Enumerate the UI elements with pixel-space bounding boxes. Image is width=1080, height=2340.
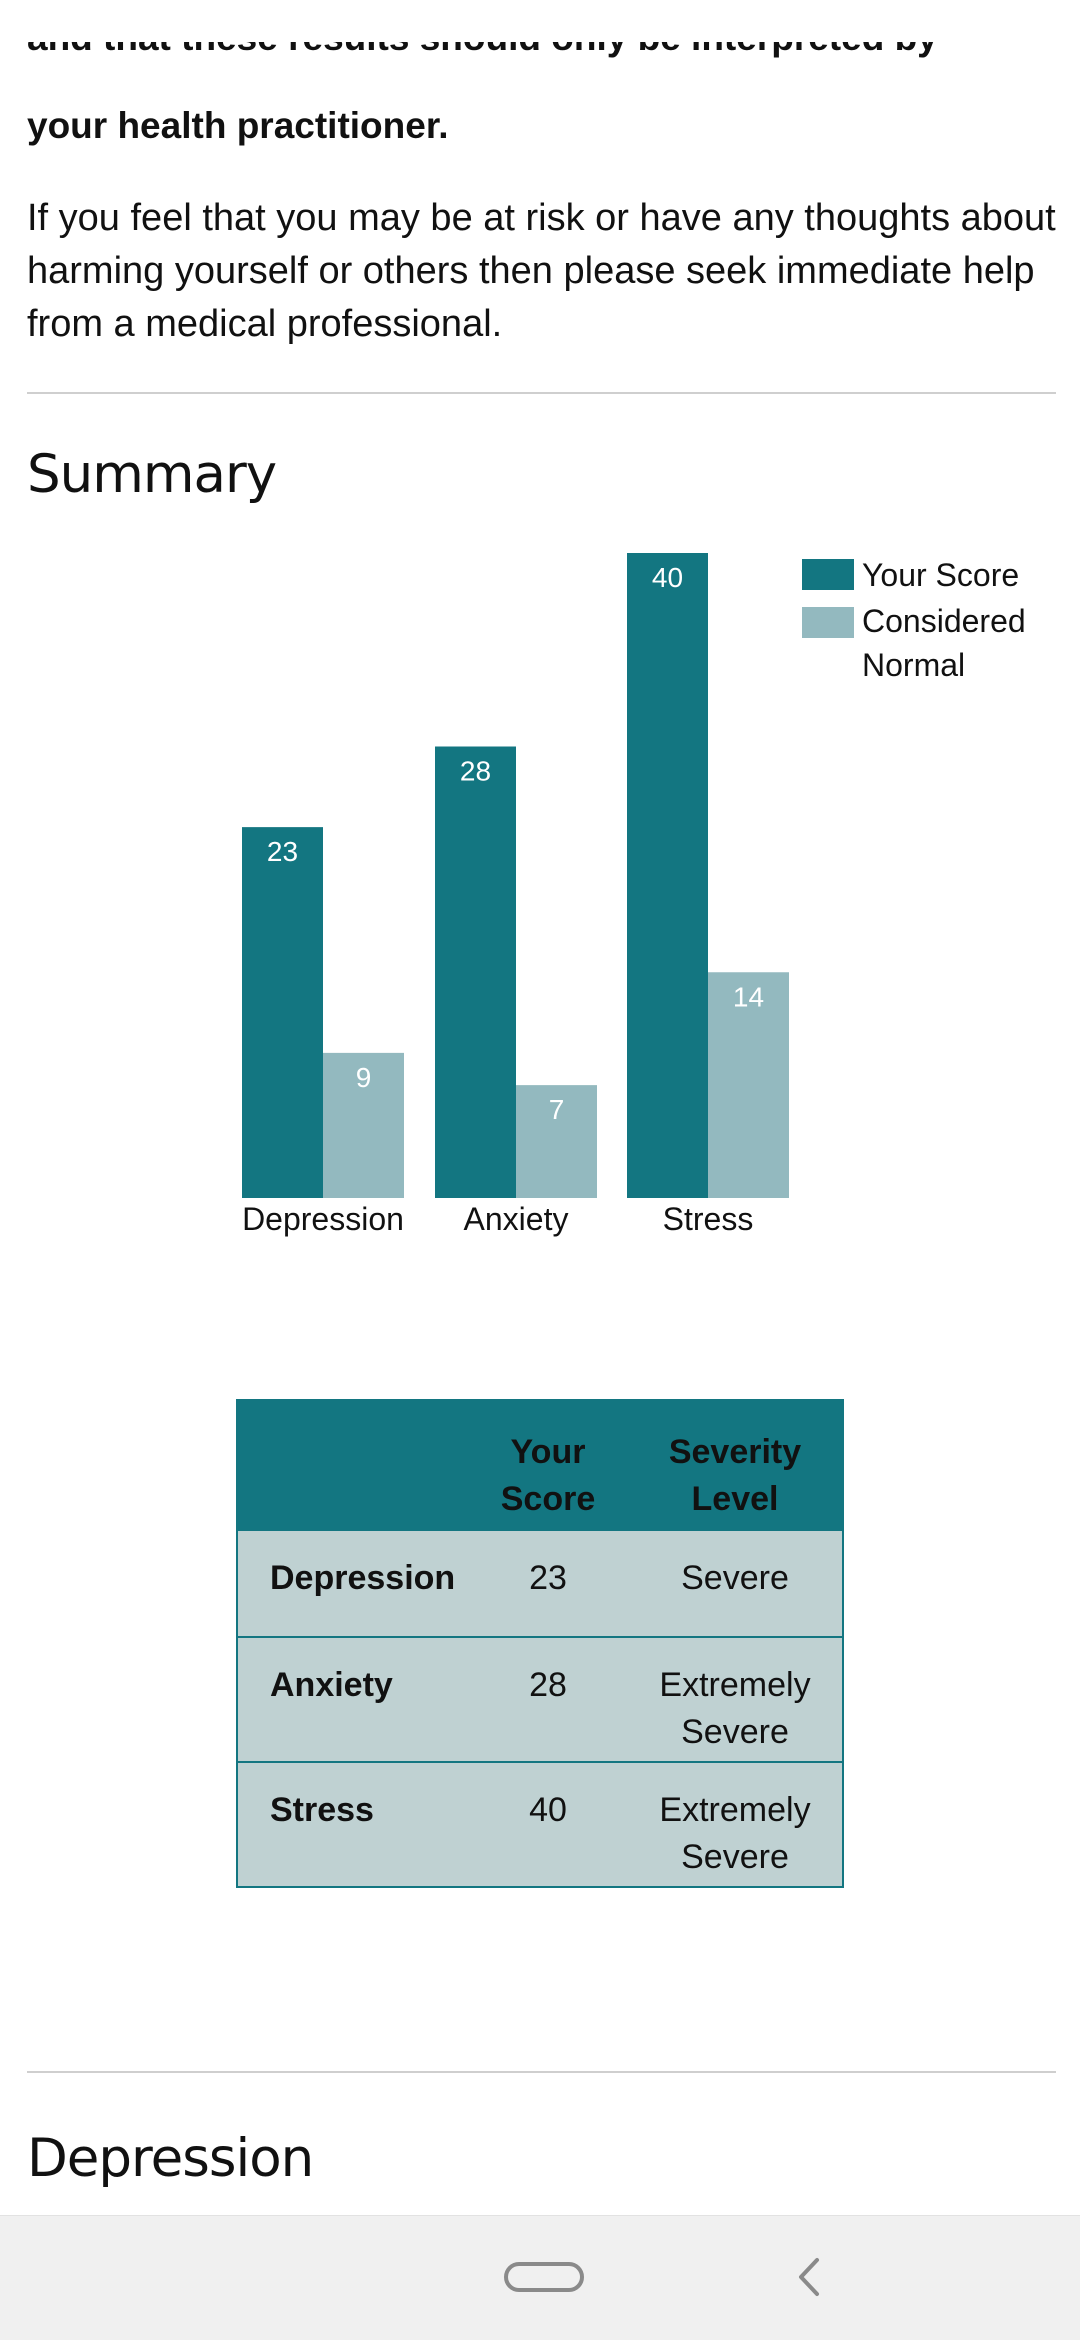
header-your-score-label: Your Score — [500, 1433, 596, 1518]
bar-data-label: 40 — [652, 562, 683, 593]
header-blank — [237, 1400, 468, 1530]
scores-table: Your Score Severity Level Depression 23 … — [236, 1399, 844, 1888]
legend-label-your-score: Your Score — [862, 557, 1019, 593]
row-label: Stress — [237, 1761, 468, 1887]
row-score: 28 — [468, 1636, 628, 1762]
row-score: 40 — [468, 1761, 628, 1887]
row-severity-text: Severe — [681, 1559, 789, 1597]
summary-heading: Summary — [27, 444, 277, 505]
bar-data-label: 28 — [460, 756, 491, 787]
x-tick-label: Stress — [663, 1201, 754, 1237]
x-tick-label: Depression — [242, 1201, 404, 1237]
practitioner-note-line2: your health practitioner. — [27, 105, 449, 146]
row-severity: Extremely Severe — [628, 1761, 843, 1887]
risk-warning-text: If you feel that you may be at risk or h… — [27, 197, 1056, 345]
bar-anxiety-considered-normal — [516, 1085, 597, 1198]
legend-swatch-considered-normal — [802, 607, 854, 638]
practitioner-note-line1-clip: and that these results should only be in… — [27, 42, 1047, 94]
back-chevron-svg — [799, 2258, 819, 2296]
legend-swatch-your-score — [802, 559, 854, 590]
row-severity-text: Extremely Severe — [659, 1666, 811, 1751]
legend-label-line: Normal — [862, 647, 965, 683]
depression-heading: Depression — [27, 2128, 314, 2189]
back-chevron-icon[interactable] — [785, 2252, 835, 2302]
scores-table-container: Your Score Severity Level Depression 23 … — [236, 1399, 844, 1888]
row-label: Depression — [237, 1529, 468, 1637]
header-severity-label: Severity Level — [668, 1433, 802, 1518]
bar-data-label: 9 — [356, 1062, 372, 1093]
row-severity: Extremely Severe — [628, 1636, 843, 1762]
practitioner-note: and that these results should only be in… — [27, 42, 1047, 146]
bar-stress-your-score — [627, 553, 708, 1198]
header-severity-level: Severity Level — [628, 1400, 843, 1530]
row-severity: Severe — [628, 1529, 843, 1637]
section-divider — [27, 2071, 1056, 2073]
table-row: Anxiety 28 Extremely Severe — [237, 1636, 843, 1762]
bar-stress-considered-normal — [708, 972, 789, 1198]
table-row: Depression 23 Severe — [237, 1529, 843, 1637]
table-row: Stress 40 Extremely Severe — [237, 1761, 843, 1887]
practitioner-note-line1: and that these results should only be in… — [27, 42, 938, 64]
row-severity-text: Extremely Severe — [659, 1791, 811, 1876]
summary-bar-chart: 23 9 Depression 28 7 Anxiety 40 14 Stress Your Sc… — [242, 553, 1026, 1237]
row-score: 23 — [468, 1529, 628, 1637]
legend-label-line: Considered — [862, 603, 1026, 639]
home-pill-icon[interactable] — [504, 2262, 584, 2292]
table-header-row: Your Score Severity Level — [237, 1400, 843, 1530]
header-your-score: Your Score — [468, 1400, 628, 1530]
bar-data-label: 14 — [733, 981, 764, 1012]
row-label: Anxiety — [237, 1636, 468, 1762]
x-tick-label: Anxiety — [464, 1201, 569, 1237]
system-navigation-bar — [0, 2215, 1080, 2340]
legend-label-considered-normal: Considered Normal — [862, 603, 1026, 683]
section-divider — [27, 392, 1056, 394]
bar-depression-your-score — [242, 827, 323, 1198]
bar-data-label: 7 — [549, 1094, 565, 1125]
bar-data-label: 23 — [267, 836, 298, 867]
bar-anxiety-your-score — [435, 746, 516, 1198]
bar-depression-considered-normal — [323, 1052, 404, 1198]
